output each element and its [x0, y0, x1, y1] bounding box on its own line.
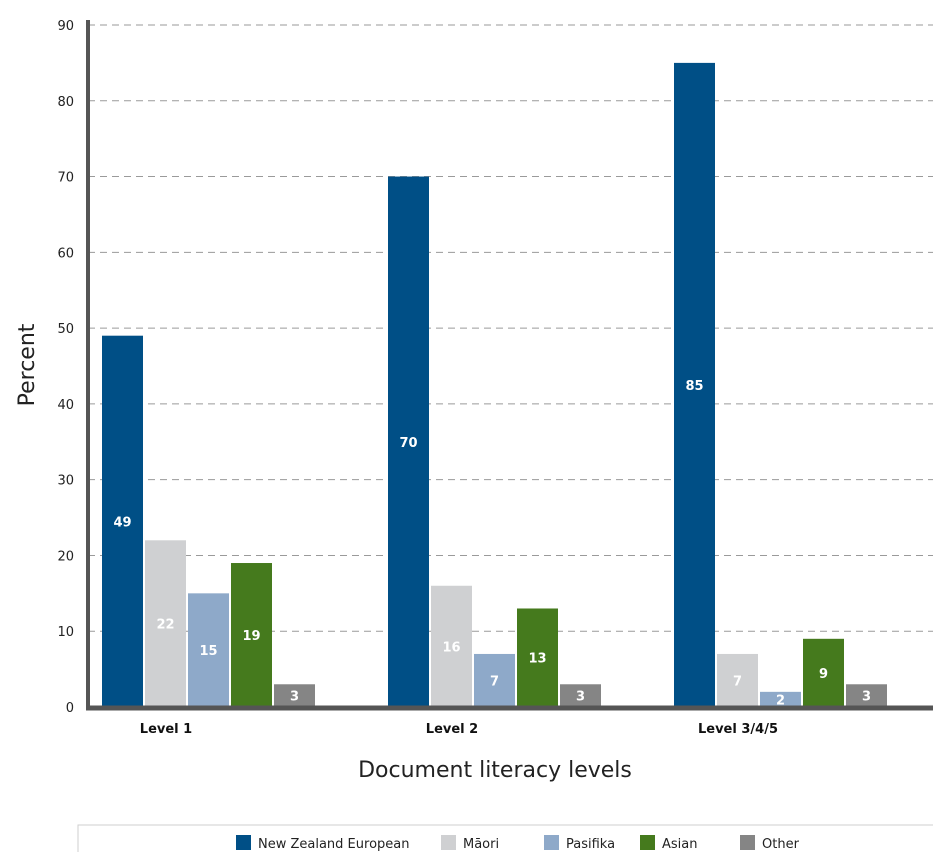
x-axis-label: Document literacy levels	[358, 758, 632, 783]
data-label: 7	[733, 674, 742, 689]
data-label: 85	[685, 379, 703, 394]
y-tick-label: 40	[57, 398, 74, 413]
legend-swatch	[441, 835, 456, 850]
bar	[188, 593, 229, 707]
bar	[846, 684, 887, 707]
bar	[102, 335, 143, 707]
bar	[517, 608, 558, 707]
legend-swatch	[236, 835, 251, 850]
x-tick-labels: Level 1 Level 2 Level 3/4/5	[140, 722, 778, 737]
data-label: 70	[399, 436, 417, 451]
data-label: 15	[199, 644, 217, 659]
legend-box	[77, 824, 933, 852]
y-tick-label: 80	[57, 95, 74, 110]
y-tick-labels: 0 10 20 30 40 50 60 70 80 90	[57, 19, 74, 716]
data-label: 3	[290, 690, 299, 705]
legend-entry: Pasifika	[566, 837, 615, 852]
legend-entry: Asian	[662, 837, 697, 852]
data-labels: 49 22 15 19 3 70 16 7 13 3 85 7 2 9 3	[113, 379, 871, 708]
gridlines	[88, 24, 933, 632]
bar	[431, 585, 472, 707]
data-label: 22	[156, 618, 174, 633]
y-tick-label: 0	[66, 701, 74, 716]
bars	[102, 62, 887, 708]
y-tick-label: 50	[57, 322, 74, 337]
legend-items: New Zealand European Māori Pasifika Asian Ot…	[236, 835, 800, 852]
y-tick-label: 60	[57, 246, 74, 261]
data-label: 2	[776, 693, 785, 708]
y-tick-label: 70	[57, 171, 74, 186]
bar	[674, 62, 715, 707]
data-label: 16	[442, 640, 460, 655]
bar	[717, 653, 758, 707]
legend-entry: New Zealand European	[258, 837, 409, 852]
y-tick-label: 30	[57, 474, 74, 489]
data-label: 9	[819, 667, 828, 682]
legend-swatch	[740, 835, 755, 850]
data-label: 13	[528, 652, 546, 667]
x-tick-label: Level 2	[426, 722, 478, 737]
data-label: 7	[490, 674, 499, 689]
x-tick-label: Level 3/4/5	[698, 722, 778, 737]
bar	[560, 684, 601, 707]
data-label: 49	[113, 515, 131, 530]
bar	[388, 176, 429, 708]
legend-entry: Other	[762, 837, 800, 852]
data-label: 3	[576, 690, 585, 705]
data-label: 3	[862, 690, 871, 705]
bar	[474, 653, 515, 707]
bar	[760, 691, 801, 707]
legend: New Zealand European Māori Pasifika Asian Ot…	[77, 824, 933, 852]
legend-entry: Māori	[463, 837, 499, 852]
bar	[803, 638, 844, 707]
legend-swatch	[544, 835, 559, 850]
bar	[145, 540, 186, 707]
x-tick-label: Level 1	[140, 722, 192, 737]
data-label: 19	[242, 629, 260, 644]
legend-swatch	[640, 835, 655, 850]
y-tick-label: 90	[57, 19, 74, 34]
y-axis-label: Percent	[15, 323, 40, 406]
bar	[231, 563, 272, 707]
y-tick-label: 20	[57, 549, 74, 564]
y-tick-label: 10	[57, 625, 74, 640]
bar	[274, 684, 315, 707]
